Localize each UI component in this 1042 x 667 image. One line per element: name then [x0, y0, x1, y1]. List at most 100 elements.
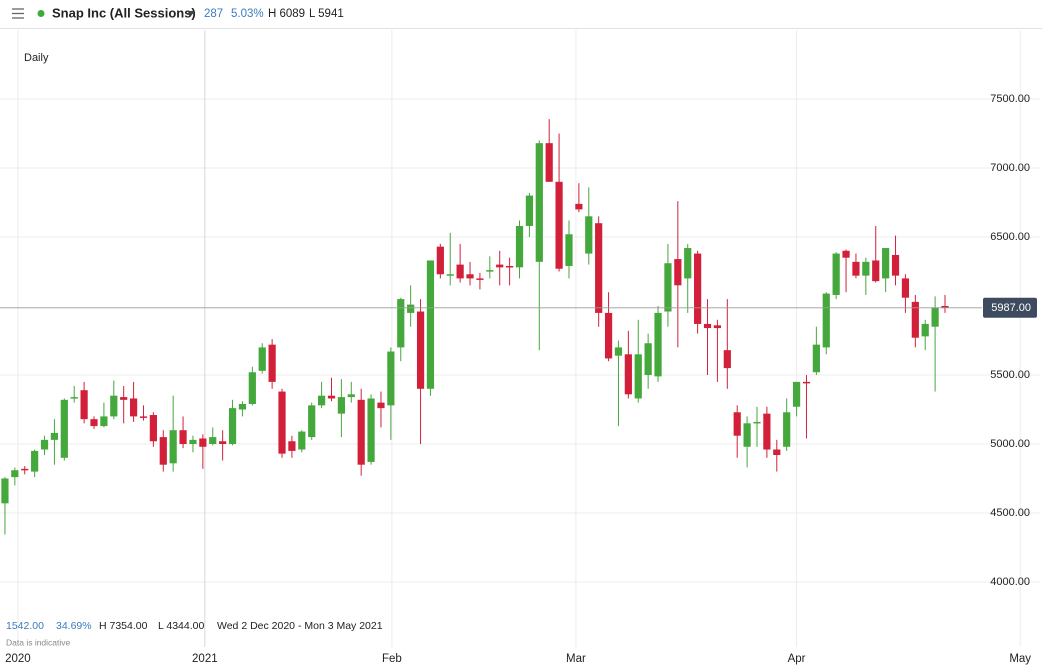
menu-icon[interactable]: [12, 8, 24, 19]
candle-body: [426, 260, 435, 389]
candle-body: [139, 416, 148, 418]
instrument-title[interactable]: Snap Inc (All Sessions): [52, 5, 196, 20]
candle-body: [763, 413, 771, 450]
candle-body: [723, 350, 731, 369]
candle-body: [70, 397, 78, 399]
candle-body: [634, 354, 642, 399]
low: L 5941: [309, 8, 344, 20]
candle-body: [327, 395, 336, 399]
interval-label: Daily: [24, 52, 49, 64]
y-tick-label: 5500.00: [990, 369, 1030, 381]
candle-body: [604, 312, 613, 359]
candle-body: [377, 402, 385, 409]
candle-body: [317, 395, 326, 406]
candle-body: [80, 390, 88, 420]
x-tick-label: Mar: [566, 653, 586, 665]
candle-body: [921, 323, 929, 337]
candle-body: [743, 423, 751, 447]
last-price-box: [983, 297, 1037, 318]
candle-body: [169, 430, 177, 464]
candle-body: [120, 397, 128, 400]
candle-body: [595, 223, 603, 313]
candle-body: [387, 351, 395, 406]
candle-body: [842, 250, 850, 258]
candle-body: [575, 203, 583, 210]
candle-body: [31, 450, 39, 472]
candle-body: [565, 234, 573, 266]
candle-body: [783, 412, 791, 447]
period-high: H 7354.00: [99, 620, 148, 632]
x-tick-label: Apr: [788, 653, 806, 665]
candle-body: [733, 412, 741, 436]
candle-body: [60, 399, 68, 458]
candle-body: [90, 419, 98, 427]
change: 287: [204, 8, 223, 20]
period-change-pct: 34.69%: [56, 620, 92, 632]
candle-body: [476, 278, 484, 280]
candles: [1, 119, 949, 535]
candle-body: [614, 347, 623, 356]
status-dot: [37, 10, 45, 17]
candle-body: [21, 468, 29, 471]
candle-body: [644, 343, 652, 375]
candle-body: [713, 325, 722, 329]
candle-body: [347, 394, 355, 398]
candle-body: [664, 263, 672, 312]
candle-body: [872, 260, 880, 282]
candle-body: [931, 307, 939, 327]
candle-body: [11, 470, 19, 478]
candle-body: [802, 381, 811, 384]
dropdown-arrow[interactable]: [187, 11, 195, 16]
candle-body: [367, 398, 375, 462]
disclaimer: Data is indicative: [6, 637, 71, 647]
candle-body: [416, 311, 425, 389]
candle-body: [812, 344, 820, 373]
period-range: Wed 2 Dec 2020 - Mon 3 May 2021: [217, 620, 383, 632]
candle-body: [753, 421, 761, 424]
candle-body: [268, 344, 276, 382]
candle-body: [585, 216, 593, 254]
candle-body: [694, 253, 702, 324]
candle-body: [862, 261, 870, 276]
candle-body: [248, 372, 256, 404]
candle-body: [911, 301, 919, 338]
candle-body: [555, 181, 563, 269]
candle-body: [901, 278, 910, 298]
candle-body: [129, 398, 138, 417]
y-tick-label: 4500.00: [990, 507, 1030, 519]
y-tick-label: 7000.00: [990, 162, 1030, 174]
x-tick-label: 2020: [5, 653, 31, 665]
high: H 6089: [268, 8, 305, 20]
candle-body: [891, 254, 900, 276]
candle-body: [179, 430, 187, 444]
candle-body: [654, 312, 662, 377]
candle-body: [110, 395, 118, 417]
y-tick-label: 4000.00: [990, 576, 1030, 588]
candle-body: [822, 293, 830, 348]
candle-body: [258, 347, 266, 371]
y-tick-label: 6500.00: [990, 231, 1030, 243]
candle-body: [703, 323, 712, 329]
candle-body: [545, 143, 553, 182]
candle-body: [40, 439, 49, 450]
candle-body: [100, 416, 108, 427]
candle-body: [832, 253, 840, 295]
candle-body: [298, 431, 306, 450]
candle-body: [525, 195, 534, 226]
candle-body: [308, 405, 316, 438]
candle-body: [357, 399, 365, 465]
candle-body: [674, 259, 682, 286]
candle-body: [882, 248, 890, 279]
candle-body: [219, 441, 227, 444]
candle-body: [278, 391, 286, 454]
candle-body: [199, 438, 207, 447]
candle-body: [50, 432, 59, 440]
x-tick-label: May: [1009, 653, 1031, 665]
candle-body: [684, 248, 692, 279]
candle-body: [506, 265, 514, 268]
candle-body: [515, 225, 524, 268]
y-tick-label: 7500.00: [990, 93, 1030, 105]
candle-body: [159, 437, 167, 465]
last-price-label: 5987.00: [991, 302, 1031, 314]
